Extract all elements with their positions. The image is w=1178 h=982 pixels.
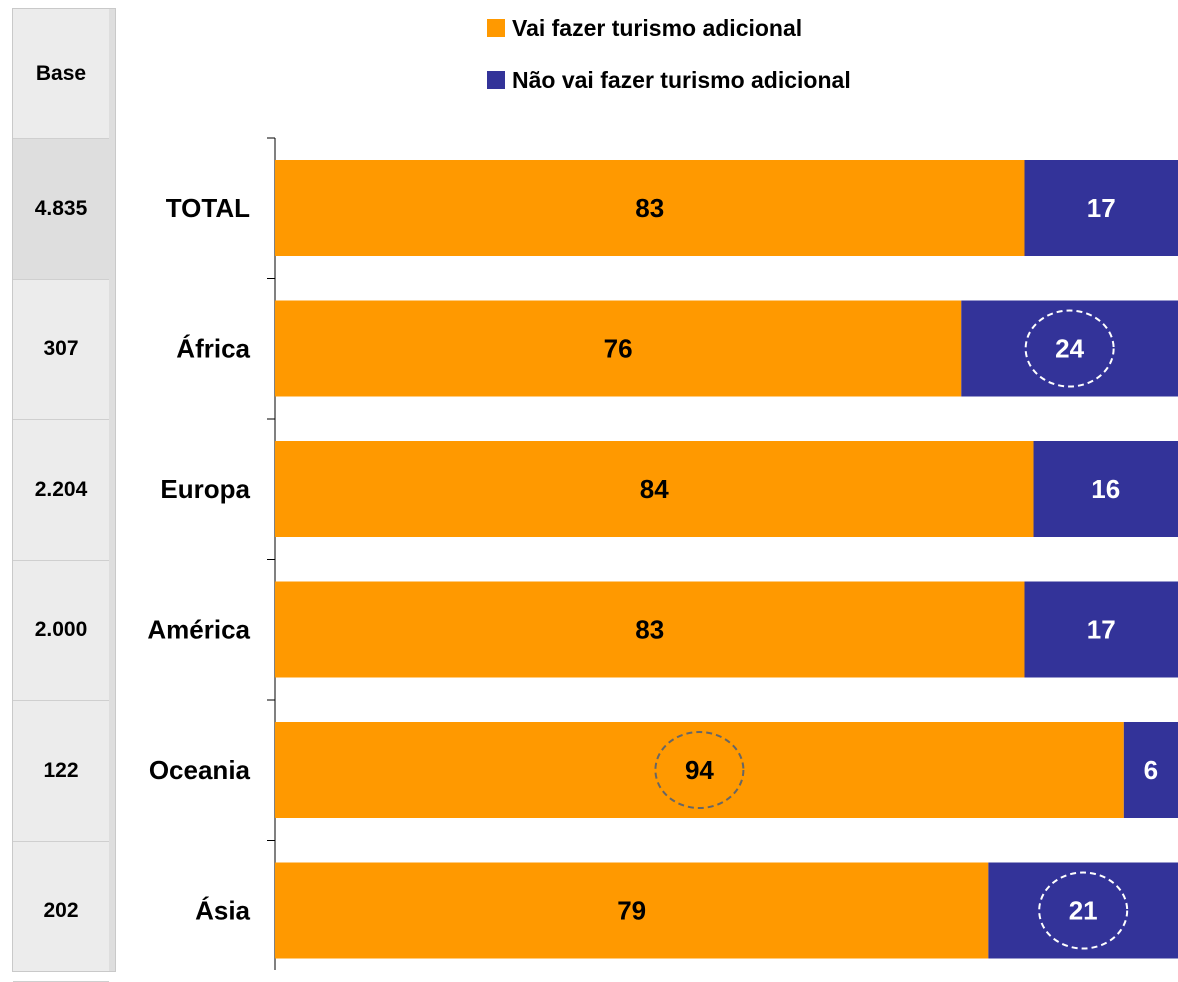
category-label: Europa [160, 474, 250, 504]
data-label: 84 [640, 474, 669, 504]
data-label: 83 [635, 193, 664, 223]
data-label: 16 [1091, 474, 1120, 504]
data-label: 21 [1069, 896, 1098, 926]
data-label: 24 [1055, 334, 1084, 364]
category-label: TOTAL [166, 193, 250, 223]
data-label: 17 [1087, 193, 1116, 223]
category-label: Oceania [149, 755, 251, 785]
data-label: 76 [604, 334, 633, 364]
category-label: África [176, 334, 250, 364]
category-label: América [147, 615, 250, 645]
data-label: 94 [685, 755, 714, 785]
data-label: 79 [617, 896, 646, 926]
category-label: Ásia [195, 896, 250, 926]
data-label: 6 [1144, 755, 1158, 785]
data-label: 17 [1087, 615, 1116, 645]
data-label: 83 [635, 615, 664, 645]
